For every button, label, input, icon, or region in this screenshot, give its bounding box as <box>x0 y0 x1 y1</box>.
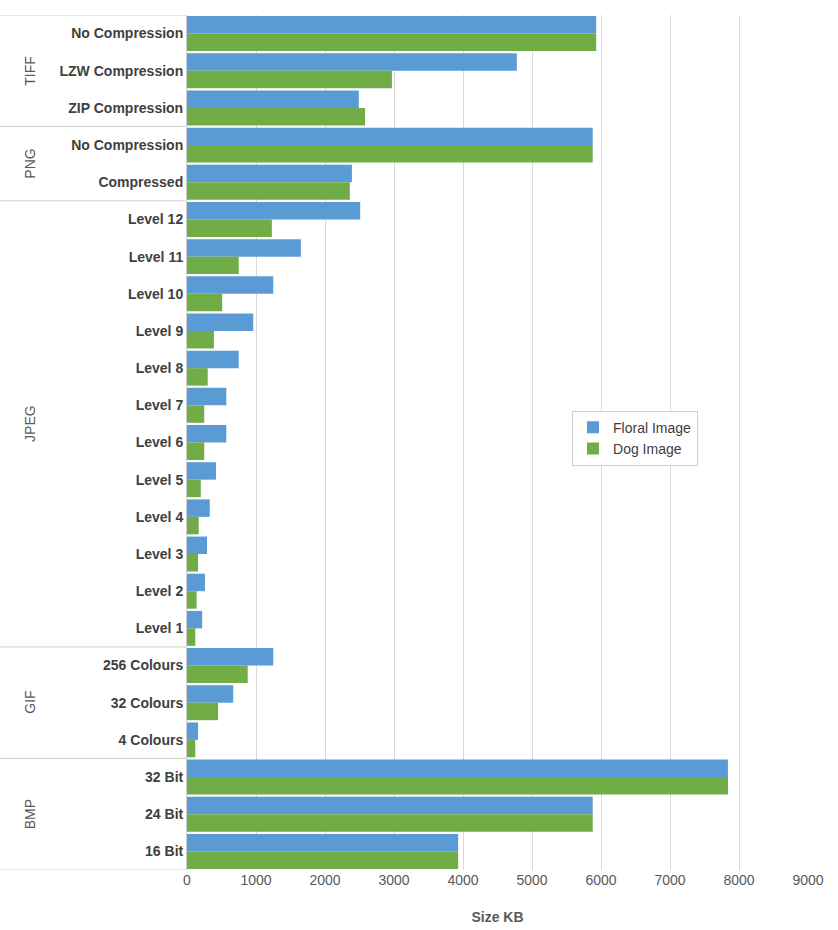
svg-text:7000: 7000 <box>654 872 685 888</box>
svg-text:GIF: GIF <box>22 690 38 713</box>
svg-text:Level 11: Level 11 <box>129 249 184 265</box>
svg-text:9000: 9000 <box>792 872 823 888</box>
svg-text:No Compression: No Compression <box>71 25 183 41</box>
svg-text:24 Bit: 24 Bit <box>145 806 183 822</box>
svg-text:Level 4: Level 4 <box>136 509 184 525</box>
svg-text:Compressed: Compressed <box>98 174 183 190</box>
svg-text:PNG: PNG <box>22 148 38 178</box>
svg-text:Level 7: Level 7 <box>136 397 184 413</box>
svg-text:Level 3: Level 3 <box>136 546 184 562</box>
svg-text:4 Colours: 4 Colours <box>119 732 184 748</box>
svg-text:6000: 6000 <box>585 872 616 888</box>
svg-text:Size KB: Size KB <box>471 909 523 925</box>
svg-text:Level 8: Level 8 <box>136 360 184 376</box>
svg-text:JPEG: JPEG <box>22 405 38 442</box>
svg-text:Level 12: Level 12 <box>128 211 183 227</box>
svg-text:No Compression: No Compression <box>71 137 183 153</box>
svg-text:BMP: BMP <box>22 799 38 829</box>
svg-text:8000: 8000 <box>723 872 754 888</box>
svg-text:Level 5: Level 5 <box>136 472 184 488</box>
svg-text:Level 6: Level 6 <box>136 434 184 450</box>
svg-text:5000: 5000 <box>516 872 547 888</box>
svg-text:32 Bit: 32 Bit <box>145 769 183 785</box>
svg-text:Floral Image: Floral Image <box>613 420 691 436</box>
svg-text:0: 0 <box>183 872 191 888</box>
svg-text:Dog Image: Dog Image <box>613 441 682 457</box>
svg-text:256 Colours: 256 Colours <box>103 657 183 673</box>
svg-text:4000: 4000 <box>447 872 478 888</box>
svg-text:LZW Compression: LZW Compression <box>60 63 184 79</box>
svg-text:ZIP Compression: ZIP Compression <box>68 100 183 116</box>
svg-text:2000: 2000 <box>309 872 340 888</box>
svg-text:Level 9: Level 9 <box>136 323 184 339</box>
svg-text:Level 10: Level 10 <box>128 286 183 302</box>
svg-text:16 Bit: 16 Bit <box>145 843 183 859</box>
svg-text:32 Colours: 32 Colours <box>111 695 184 711</box>
svg-text:1000: 1000 <box>240 872 271 888</box>
svg-text:TIFF: TIFF <box>22 56 38 86</box>
svg-text:Level 2: Level 2 <box>136 583 184 599</box>
svg-text:3000: 3000 <box>378 872 409 888</box>
svg-text:Level 1: Level 1 <box>136 620 184 636</box>
